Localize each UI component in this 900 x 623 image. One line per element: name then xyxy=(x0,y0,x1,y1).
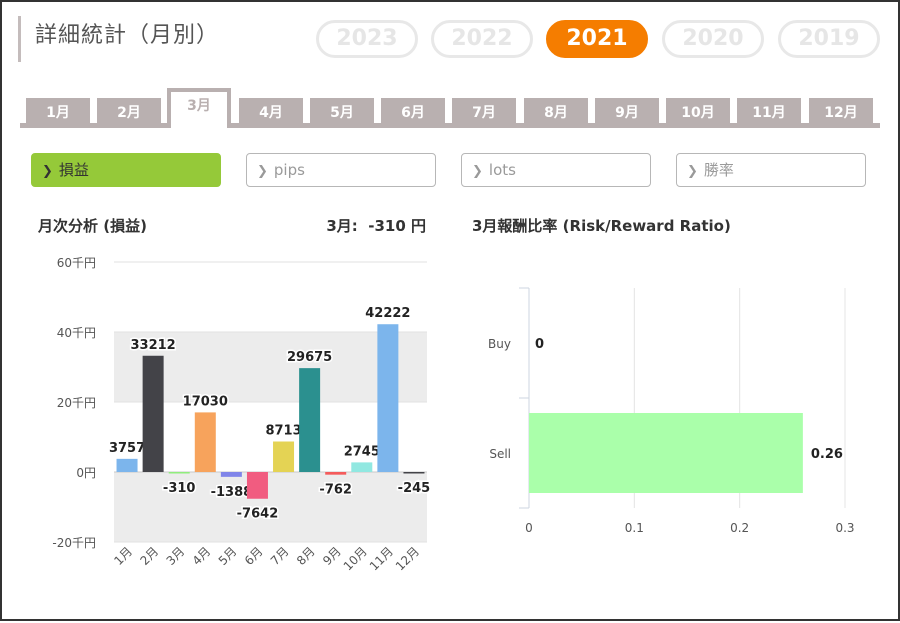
right-panel-title: 3月報酬比率 (Risk/Reward Ratio) xyxy=(472,217,731,235)
month-tab-8[interactable]: 8月 xyxy=(524,98,588,128)
year-tab-2022[interactable]: 2022 xyxy=(431,20,533,58)
bar-12 xyxy=(403,472,425,474)
x-tick-label: 0.3 xyxy=(835,521,854,535)
x-tick-label: 0.2 xyxy=(730,521,749,535)
month-tab-7[interactable]: 7月 xyxy=(452,98,516,128)
left-panel-title: 月次分析 (損益) xyxy=(38,217,147,235)
metric-label: lots xyxy=(488,161,516,179)
month-tab-4[interactable]: 4月 xyxy=(239,98,303,128)
page-title: 詳細統計（月別） xyxy=(18,16,219,62)
bar-10 xyxy=(351,462,373,472)
data-label: 3757 xyxy=(109,441,145,456)
metric-label: 勝率 xyxy=(703,161,734,179)
y-tick-label: Buy xyxy=(488,337,511,351)
data-label: 2745 xyxy=(344,444,380,459)
bar-6 xyxy=(246,472,268,499)
bar-11 xyxy=(377,324,399,472)
data-label: -1388 xyxy=(211,485,253,500)
month-tab-1[interactable]: 1月 xyxy=(26,98,90,128)
bar-5 xyxy=(220,472,242,477)
data-label: 8713 xyxy=(265,424,301,439)
data-label: 17030 xyxy=(183,394,228,409)
y-tick-label: -20千円 xyxy=(52,536,96,550)
year-tab-2019[interactable]: 2019 xyxy=(778,20,880,58)
data-label: -762 xyxy=(319,483,352,498)
bar-3 xyxy=(168,472,190,474)
month-tab-2[interactable]: 2月 xyxy=(97,98,161,128)
bar-7 xyxy=(273,441,295,472)
data-label: 0.26 xyxy=(811,447,843,462)
metric-label: pips xyxy=(273,161,305,179)
left-panel-summary: 3月: -310 円 xyxy=(326,217,426,235)
year-tab-2023[interactable]: 2023 xyxy=(316,20,418,58)
bar-2 xyxy=(142,355,164,472)
y-tick-label: 40千円 xyxy=(57,326,96,340)
x-tick-label: 0 xyxy=(525,521,533,535)
month-tab-11[interactable]: 11月 xyxy=(737,98,801,128)
month-tab-12[interactable]: 12月 xyxy=(809,98,873,128)
y-tick-label: 20千円 xyxy=(57,396,96,410)
month-tab-3[interactable]: 3月 xyxy=(167,88,231,128)
data-label: -310 xyxy=(163,481,196,496)
plot-band xyxy=(114,472,427,542)
month-tab-6[interactable]: 6月 xyxy=(381,98,445,128)
chevron-right-icon: ❯ xyxy=(257,164,268,179)
bar-1 xyxy=(116,458,138,472)
metric-button-profit[interactable]: ❯ 損益 xyxy=(31,153,221,187)
year-tab-2021[interactable]: 2021 xyxy=(546,20,648,58)
month-tab-9[interactable]: 9月 xyxy=(595,98,659,128)
bar-sell xyxy=(529,413,803,493)
month-tab-bar xyxy=(20,123,880,128)
bar-9 xyxy=(325,472,347,475)
data-label: 29675 xyxy=(287,350,332,365)
data-label: 42222 xyxy=(365,306,410,321)
bar-8 xyxy=(299,368,321,472)
x-tick-label: 0.1 xyxy=(625,521,644,535)
metric-button-pips[interactable]: ❯ pips xyxy=(246,153,436,187)
data-label: -245 xyxy=(398,481,431,496)
data-label: 0 xyxy=(535,337,544,352)
month-tabs: 1月 2月 3月 4月 5月 6月 7月 8月 9月 10月 11月 12月 xyxy=(20,88,880,128)
y-tick-label: Sell xyxy=(489,447,511,461)
data-label: -7642 xyxy=(237,507,279,522)
chevron-right-icon: ❯ xyxy=(687,164,698,179)
chevron-right-icon: ❯ xyxy=(472,164,483,179)
chevron-right-icon: ❯ xyxy=(42,164,53,179)
year-tab-2020[interactable]: 2020 xyxy=(662,20,764,58)
metric-label: 損益 xyxy=(58,161,89,179)
data-label: 33212 xyxy=(131,338,176,353)
bar-4 xyxy=(194,412,216,472)
month-tab-10[interactable]: 10月 xyxy=(666,98,730,128)
y-tick-label: 0円 xyxy=(76,466,96,480)
plot-band xyxy=(114,332,427,402)
metric-button-lots[interactable]: ❯ lots xyxy=(461,153,651,187)
y-tick-label: 60千円 xyxy=(57,256,96,270)
month-tab-5[interactable]: 5月 xyxy=(310,98,374,128)
metric-button-win-rate[interactable]: ❯ 勝率 xyxy=(676,153,866,187)
